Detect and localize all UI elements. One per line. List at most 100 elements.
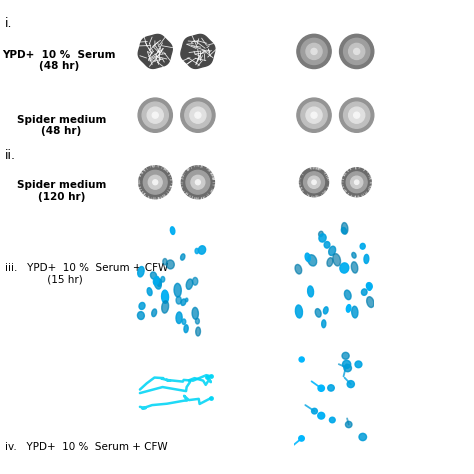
Circle shape [190,107,206,123]
Ellipse shape [174,283,181,297]
Circle shape [147,107,163,123]
Ellipse shape [154,276,159,285]
Circle shape [339,98,374,132]
Ellipse shape [192,308,199,319]
Text: YPD+  10 %  Serum
(48 hr): YPD+ 10 % Serum (48 hr) [2,50,116,72]
Circle shape [348,107,365,123]
Ellipse shape [319,231,323,237]
Circle shape [148,175,162,189]
Polygon shape [138,35,172,68]
Ellipse shape [346,421,352,428]
Ellipse shape [157,279,162,287]
Ellipse shape [150,272,156,279]
Ellipse shape [352,306,358,318]
Circle shape [346,172,367,193]
Text: iii.   YPD+  10 %  Serum + CFW
             (15 hr): iii. YPD+ 10 % Serum + CFW (15 hr) [5,263,168,285]
Ellipse shape [308,286,314,297]
Ellipse shape [195,318,200,324]
Circle shape [354,112,360,118]
Ellipse shape [347,381,355,388]
Circle shape [339,34,374,69]
Circle shape [311,112,317,118]
Ellipse shape [342,223,348,234]
Ellipse shape [195,248,199,254]
Ellipse shape [181,254,185,260]
Circle shape [182,166,214,199]
Ellipse shape [299,436,304,441]
Circle shape [153,180,158,185]
Circle shape [301,102,327,128]
Circle shape [355,180,359,184]
Ellipse shape [308,255,317,266]
Ellipse shape [192,277,198,285]
Ellipse shape [166,260,174,269]
Ellipse shape [345,290,351,300]
Ellipse shape [329,417,335,423]
Ellipse shape [328,385,334,391]
Text: Spider medium
(48 hr): Spider medium (48 hr) [17,115,106,137]
Ellipse shape [299,357,304,362]
Ellipse shape [318,412,325,419]
Ellipse shape [351,262,358,273]
Circle shape [354,48,360,55]
Ellipse shape [295,264,302,274]
Ellipse shape [170,227,175,235]
Circle shape [348,44,365,60]
Ellipse shape [154,277,161,289]
Ellipse shape [137,311,145,319]
Circle shape [297,34,331,69]
Text: Spider medium
(120 hr): Spider medium (120 hr) [17,180,106,202]
Ellipse shape [367,283,371,291]
Circle shape [143,170,167,194]
Ellipse shape [366,283,372,290]
Circle shape [186,170,210,194]
Ellipse shape [341,228,346,234]
Circle shape [191,175,205,189]
Ellipse shape [305,253,310,262]
Circle shape [312,180,316,184]
Ellipse shape [311,408,318,414]
Ellipse shape [161,276,165,282]
Ellipse shape [315,309,321,317]
Circle shape [308,176,320,188]
Ellipse shape [185,298,188,301]
Ellipse shape [163,258,167,265]
Ellipse shape [355,361,362,368]
Ellipse shape [327,258,333,266]
Circle shape [306,107,322,123]
Circle shape [311,48,317,55]
Circle shape [297,98,331,132]
Circle shape [301,38,327,64]
Ellipse shape [318,385,324,392]
Ellipse shape [295,305,302,318]
Circle shape [351,176,363,188]
Circle shape [344,102,370,128]
Circle shape [152,112,158,118]
Circle shape [142,102,168,128]
Ellipse shape [162,290,169,303]
Text: ii.: ii. [5,149,16,162]
Circle shape [181,98,215,132]
Polygon shape [181,35,215,68]
Ellipse shape [176,312,182,324]
Ellipse shape [152,309,156,317]
Ellipse shape [340,263,349,273]
Ellipse shape [367,297,374,308]
Ellipse shape [319,234,326,242]
Circle shape [195,112,201,118]
Ellipse shape [198,246,206,254]
Ellipse shape [346,305,351,312]
Ellipse shape [196,327,201,336]
Circle shape [303,172,325,193]
Ellipse shape [181,299,186,305]
Ellipse shape [361,289,367,295]
Ellipse shape [186,279,193,290]
Ellipse shape [324,242,330,248]
Text: iv.   YPD+  10 %  Serum + CFW: iv. YPD+ 10 % Serum + CFW [5,442,167,452]
Circle shape [195,180,201,185]
Ellipse shape [147,288,152,296]
Ellipse shape [176,296,182,304]
Ellipse shape [342,352,349,359]
Ellipse shape [328,246,336,255]
Ellipse shape [343,360,351,368]
